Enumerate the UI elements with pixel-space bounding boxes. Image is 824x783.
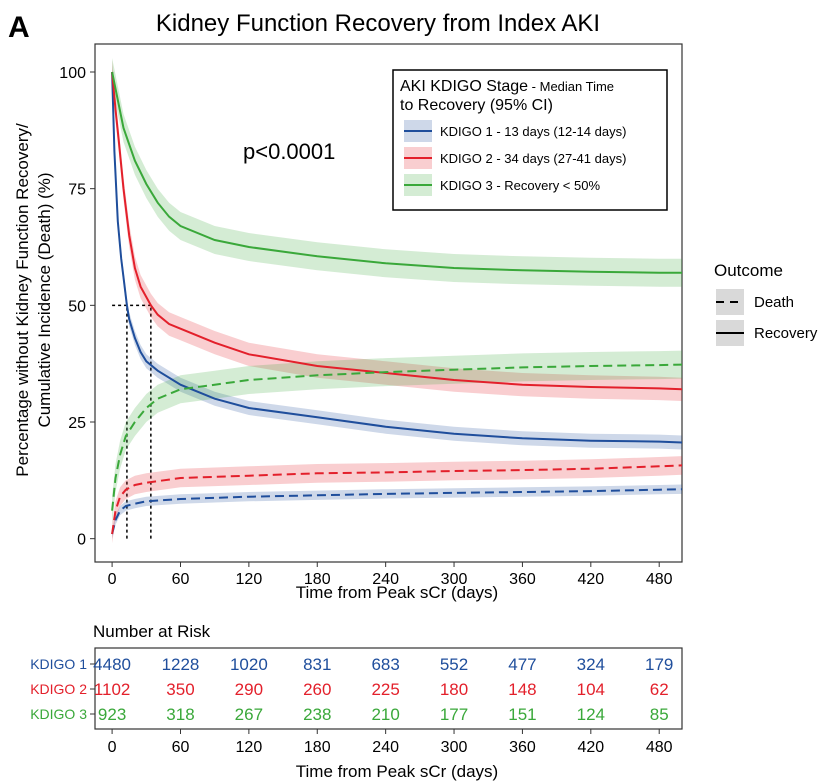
x-tick-label-300: 300 xyxy=(441,571,468,588)
stage-legend-title-line1: AKI KDIGO Stage - Median Time xyxy=(400,78,614,95)
stage-legend-title-small: - Median Time xyxy=(528,79,614,94)
p-value-annotation: p<0.0001 xyxy=(243,139,335,164)
risk-x-tick-label-300: 300 xyxy=(441,739,468,756)
risk-row-kdigo-2-value-300: 180 xyxy=(440,680,468,699)
stage-legend-entry-3-label: KDIGO 3 - Recovery < 50% xyxy=(440,178,600,193)
risk-table-title: Number at Risk xyxy=(93,622,211,641)
y-tick-label-75: 75 xyxy=(68,182,86,199)
y-tick-label-100: 100 xyxy=(59,65,86,82)
y-axis-title-line1: Percentage without Kidney Function Recov… xyxy=(13,123,32,477)
y-tick-label-0: 0 xyxy=(77,532,86,549)
stage-legend: AKI KDIGO Stage - Median Time to Recover… xyxy=(392,69,668,211)
risk-row-kdigo-1-value-240: 683 xyxy=(371,655,399,674)
stage-legend-entry-1-label: KDIGO 1 - 13 days (12-14 days) xyxy=(440,124,626,139)
stage-legend-entry-2-label: KDIGO 2 - 34 days (27-41 days) xyxy=(440,151,626,166)
risk-row-kdigo-1-value-420: 324 xyxy=(577,655,605,674)
outcome-legend-title: Outcome xyxy=(714,261,783,280)
risk-row-kdigo-2-value-180: 260 xyxy=(303,680,331,699)
panel-letter: A xyxy=(8,11,30,44)
risk-row-kdigo-2-value-480: 62 xyxy=(650,680,669,699)
risk-row-kdigo-1-value-300: 552 xyxy=(440,655,468,674)
risk-row-kdigo-1-label: KDIGO 1 xyxy=(30,656,87,672)
x-tick-label-60: 60 xyxy=(172,571,190,588)
risk-x-tick-label-480: 480 xyxy=(646,739,673,756)
x-tick-label-240: 240 xyxy=(372,571,399,588)
risk-row-kdigo-1-value-480: 179 xyxy=(645,655,673,674)
outcome-legend-entries: Death Recovery xyxy=(716,289,818,346)
x-tick-label-180: 180 xyxy=(304,571,331,588)
kdigo-3-recovery-line xyxy=(111,71,682,274)
x-tick-label-0: 0 xyxy=(108,571,117,588)
stage-legend-entries: KDIGO 1 - 13 days (12-14 days) KDIGO 2 - … xyxy=(404,120,626,196)
risk-row-kdigo-3-value-180: 238 xyxy=(303,705,331,724)
risk-x-tick-label-0: 0 xyxy=(108,739,117,756)
reference-lines xyxy=(112,304,152,539)
risk-x-tick-label-120: 120 xyxy=(236,739,263,756)
risk-table: KDIGO 1 4480 1228 1020 831 683 552 477 324 179 KDI… xyxy=(30,655,673,756)
kdigo-3-recovery-ci-band xyxy=(112,58,683,287)
curves xyxy=(111,71,683,535)
y-axis-title-line2: Cumulative Incidence (Death) (%) xyxy=(35,172,54,427)
risk-row-kdigo-1-value-0: 4480 xyxy=(93,655,131,674)
risk-table-x-axis-title: Time from Peak sCr (days) xyxy=(296,762,498,781)
risk-row-kdigo-3-value-480: 85 xyxy=(650,705,669,724)
x-axis-ticks: 0 60 120 180 240 300 360 420 480 xyxy=(108,562,673,588)
risk-row-kdigo-2-value-120: 290 xyxy=(235,680,263,699)
kdigo-1-death-line xyxy=(111,488,683,535)
risk-row-kdigo-3-label: KDIGO 3 xyxy=(30,706,87,722)
kdigo-2-death-line xyxy=(111,464,683,535)
risk-x-tick-label-180: 180 xyxy=(304,739,331,756)
risk-row-kdigo-3-value-120: 267 xyxy=(235,705,263,724)
risk-row-kdigo-1-value-60: 1228 xyxy=(162,655,200,674)
risk-x-tick-label-420: 420 xyxy=(577,739,604,756)
risk-row-kdigo-2-value-60: 350 xyxy=(166,680,194,699)
risk-x-tick-label-360: 360 xyxy=(509,739,536,756)
plot-frame xyxy=(94,43,683,563)
risk-row-kdigo-1-value-180: 831 xyxy=(303,655,331,674)
y-tick-label-50: 50 xyxy=(68,298,86,315)
risk-row-kdigo-3-value-300: 177 xyxy=(440,705,468,724)
risk-row-kdigo-1-value-120: 1020 xyxy=(230,655,268,674)
risk-row-kdigo-3-value-0: 923 xyxy=(98,705,126,724)
x-axis-title: Time from Peak sCr (days) xyxy=(296,583,498,602)
y-tick-label-25: 25 xyxy=(68,415,86,432)
kdigo-3-death-ci-band xyxy=(112,350,683,525)
risk-x-tick-label-60: 60 xyxy=(172,739,190,756)
stage-legend-box xyxy=(392,69,668,211)
kdigo-2-recovery-line xyxy=(111,71,683,391)
outcome-legend: Outcome Death Recovery xyxy=(714,261,818,346)
x-tick-label-420: 420 xyxy=(577,571,604,588)
stage-legend-title-main: AKI KDIGO Stage xyxy=(400,78,528,95)
risk-row-kdigo-3-value-60: 318 xyxy=(166,705,194,724)
kdigo-2-death-ci-band xyxy=(112,456,683,544)
x-tick-label-120: 120 xyxy=(236,571,263,588)
outcome-legend-death-label: Death xyxy=(754,294,794,311)
risk-row-kdigo-2-value-420: 104 xyxy=(577,680,605,699)
risk-row-kdigo-2-value-0: 1102 xyxy=(94,680,131,699)
kdigo-3-death-line xyxy=(111,363,683,511)
risk-row-kdigo-1-value-360: 477 xyxy=(508,655,536,674)
x-tick-label-480: 480 xyxy=(646,571,673,588)
risk-row-kdigo-2-label: KDIGO 2 xyxy=(30,681,87,697)
kdigo-1-death-ci-band xyxy=(112,484,683,539)
risk-row-kdigo-3-value-420: 124 xyxy=(577,705,605,724)
y-axis-ticks: 0 25 50 75 100 xyxy=(59,65,95,549)
x-tick-label-360: 360 xyxy=(509,571,536,588)
ci-bands xyxy=(112,58,683,544)
risk-row-kdigo-3-value-360: 151 xyxy=(508,705,536,724)
kdigo-1-recovery-line xyxy=(111,71,683,444)
risk-row-kdigo-3-value-240: 210 xyxy=(371,705,399,724)
risk-x-tick-label-240: 240 xyxy=(372,739,399,756)
stage-legend-title-line2: to Recovery (95% CI) xyxy=(400,97,553,114)
risk-row-kdigo-2-value-360: 148 xyxy=(508,680,536,699)
chart-title: Kidney Function Recovery from Index AKI xyxy=(156,10,600,37)
outcome-legend-recovery-label: Recovery xyxy=(754,325,818,342)
risk-row-kdigo-2-value-240: 225 xyxy=(371,680,399,699)
y-axis-title: Percentage without Kidney Function Recov… xyxy=(13,123,54,477)
